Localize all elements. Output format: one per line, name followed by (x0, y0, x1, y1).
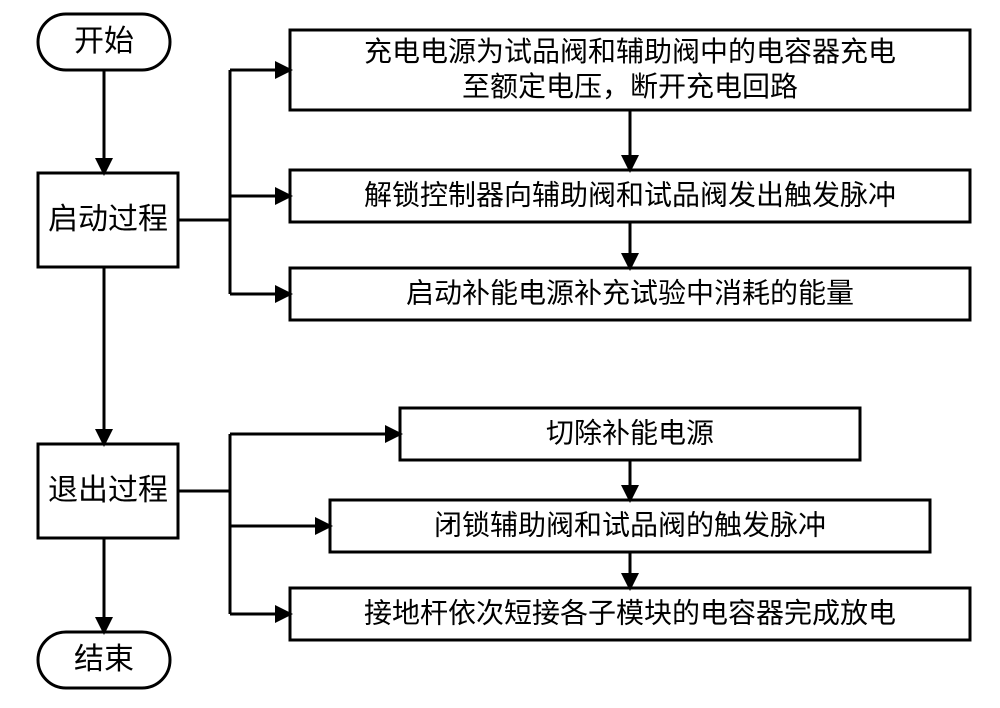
detail-box-r2: 解锁控制器向辅助阀和试品阀发出触发脉冲 (290, 170, 970, 222)
startup-process-box: 启动过程 (38, 173, 178, 267)
detail-text-r2-0: 解锁控制器向辅助阀和试品阀发出触发脉冲 (364, 179, 896, 211)
start-label: 开始 (74, 25, 134, 58)
detail-box-r6: 接地杆依次短接各子模块的电容器完成放电 (290, 588, 970, 640)
detail-box-r1: 充电电源为试品阀和辅助阀中的电容器充电至额定电压，断开充电回路 (290, 30, 970, 110)
end-terminal: 结束 (38, 632, 170, 688)
detail-box-r4: 切除补能电源 (400, 408, 860, 460)
detail-text-r4-0: 切除补能电源 (546, 417, 714, 449)
startup-label: 启动过程 (48, 203, 168, 236)
detail-text-r5-0: 闭锁辅助阀和试品阀的触发脉冲 (434, 509, 826, 541)
detail-box-r5: 闭锁辅助阀和试品阀的触发脉冲 (330, 500, 930, 552)
start-terminal: 开始 (38, 14, 170, 70)
exit-process-box: 退出过程 (38, 444, 178, 538)
detail-box-r3: 启动补能电源补充试验中消耗的能量 (290, 268, 970, 320)
detail-text-r3-0: 启动补能电源补充试验中消耗的能量 (406, 277, 854, 309)
end-label: 结束 (74, 643, 134, 676)
exit-label: 退出过程 (48, 474, 168, 507)
detail-text-r1-1: 至额定电压，断开充电回路 (462, 71, 798, 103)
detail-text-r6-0: 接地杆依次短接各子模块的电容器完成放电 (364, 597, 896, 629)
detail-text-r1-0: 充电电源为试品阀和辅助阀中的电容器充电 (364, 36, 896, 68)
